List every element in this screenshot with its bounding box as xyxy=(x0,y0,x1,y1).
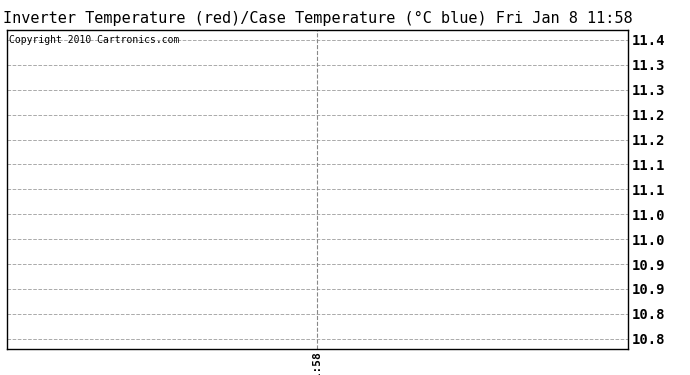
Text: Inverter Temperature (red)/Case Temperature (°C blue) Fri Jan 8 11:58: Inverter Temperature (red)/Case Temperat… xyxy=(3,11,632,26)
Text: Copyright 2010 Cartronics.com: Copyright 2010 Cartronics.com xyxy=(9,35,179,45)
